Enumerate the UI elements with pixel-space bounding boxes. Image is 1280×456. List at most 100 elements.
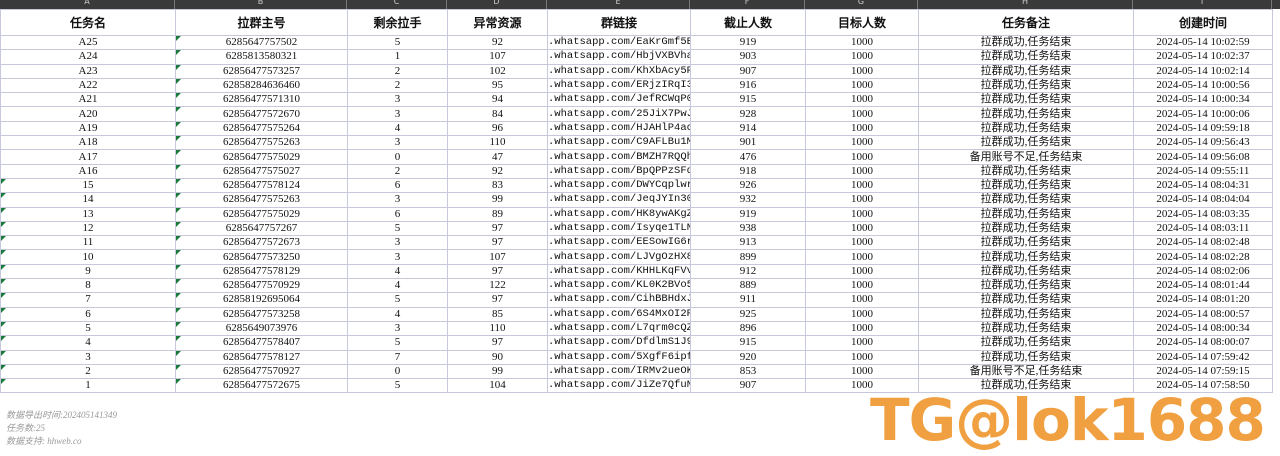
table-cell: 备用账号不足,任务结束	[918, 363, 1134, 380]
table-cell: 拉群成功,任务结束	[918, 192, 1134, 208]
table-cell: 899	[690, 249, 806, 265]
table-cell: A25	[0, 34, 176, 51]
table-cell: 84	[447, 106, 548, 122]
table-cell: 7	[0, 292, 176, 308]
table-cell: 911	[690, 292, 806, 308]
header-cell: 群链接	[547, 9, 691, 36]
table-cell: .whatsapp.com/C9AFLBu1M1I	[547, 135, 691, 151]
table-cell: 62856477571310	[175, 92, 348, 108]
table-cell: 拉群成功,任务结束	[918, 249, 1134, 265]
table-cell: 2024-05-14 07:59:15	[1133, 363, 1273, 380]
table-cell: 6285813580321	[175, 49, 348, 65]
table-cell: 2024-05-14 08:03:35	[1133, 206, 1273, 222]
table-cell: 62856477573257	[175, 63, 348, 79]
table-cell: 拉群成功,任务结束	[918, 335, 1134, 351]
table-cell: 4	[0, 335, 176, 351]
column-letter: H	[918, 0, 1133, 9]
table-cell: 6285649073976	[175, 320, 348, 337]
table-cell: 2	[0, 363, 176, 380]
table-cell: 62858284636460	[175, 77, 348, 94]
table-cell: 1000	[805, 263, 919, 280]
table-cell: 62856477578127	[175, 349, 348, 365]
table-cell: 1000	[805, 135, 919, 151]
table-row: 2 62856477570927 0 99 .whatsapp.com/IRMv2ueO…	[0, 363, 1273, 380]
table-cell: 901	[690, 135, 806, 151]
table-cell: 97	[447, 335, 548, 351]
table-cell: 896	[690, 320, 806, 337]
table-cell: 476	[690, 149, 806, 165]
table-cell: 1000	[805, 220, 919, 237]
table-cell: .whatsapp.com/KhXbAcy5PqI	[547, 63, 691, 79]
table-row: 5 6285649073976 3 110 .whatsapp.com/L7qrm0cQ…	[0, 320, 1273, 337]
table-cell: 拉群成功,任务结束	[918, 49, 1134, 65]
table-cell: 62856477575263	[175, 192, 348, 208]
table-cell: 2024-05-14 08:04:04	[1133, 192, 1273, 208]
table-cell: 拉群成功,任务结束	[918, 92, 1134, 108]
table-cell: 2024-05-14 07:58:50	[1133, 378, 1273, 394]
table-cell: 2024-05-14 10:00:34	[1133, 92, 1273, 108]
table-cell: 62856477575263	[175, 135, 348, 151]
table-row: 7 62858192695064 5 97 .whatsapp.com/CihBBHdx…	[0, 292, 1273, 308]
table-cell: .whatsapp.com/L7qrm0cQZZe	[547, 320, 691, 337]
table-cell: 2024-05-14 08:01:44	[1133, 278, 1273, 294]
table-cell: 拉群成功,任务结束	[918, 34, 1134, 51]
table-row: A16 62856477575027 2 92 .whatsapp.com/BpQPPz…	[0, 163, 1273, 179]
table-cell: 12	[0, 220, 176, 237]
table-row: 4 62856477578407 5 97 .whatsapp.com/DfdlmS1J…	[0, 335, 1273, 351]
column-letter: C	[347, 0, 447, 9]
table-cell: 2024-05-14 08:02:28	[1133, 249, 1273, 265]
table-cell: 918	[690, 163, 806, 179]
table-cell: 8	[0, 278, 176, 294]
table-cell: 903	[690, 49, 806, 65]
header-cell: 任务名	[0, 9, 176, 36]
table-cell: .whatsapp.com/EaKrGmf5EF9	[547, 34, 691, 51]
table-cell: 915	[690, 92, 806, 108]
table-cell: 0	[347, 363, 448, 380]
table-cell: A21	[0, 92, 176, 108]
table-cell: 97	[447, 220, 548, 237]
table-row: A17 62856477575029 0 47 .whatsapp.com/BMZH7R…	[0, 149, 1273, 165]
table-cell: A17	[0, 149, 176, 165]
table-cell: 97	[447, 235, 548, 251]
table-cell: 5	[347, 378, 448, 394]
table-cell: 拉群成功,任务结束	[918, 77, 1134, 94]
table-cell: 2024-05-14 07:59:42	[1133, 349, 1273, 365]
table-cell: A24	[0, 49, 176, 65]
table-cell: 62856477572675	[175, 378, 348, 394]
table-row: A18 62856477575263 3 110 .whatsapp.com/C9AFL…	[0, 135, 1273, 151]
table-cell: .whatsapp.com/BpQPPzSFdXU	[547, 163, 691, 179]
table-cell: 925	[690, 306, 806, 322]
table-cell: 3	[347, 235, 448, 251]
table-cell: 2024-05-14 08:04:31	[1133, 177, 1273, 194]
table-cell: 96	[447, 120, 548, 137]
table-cell: 62856477573258	[175, 306, 348, 322]
table-cell: 97	[447, 292, 548, 308]
header-cell: 创建时间	[1133, 9, 1273, 36]
table-cell: .whatsapp.com/25JiX7PwJlV	[547, 106, 691, 122]
header-cell: 任务备注	[918, 9, 1134, 36]
table-cell: 拉群成功,任务结束	[918, 135, 1134, 151]
table-cell: 2024-05-14 09:56:43	[1133, 135, 1273, 151]
table-cell: 110	[447, 135, 548, 151]
table-cell: A20	[0, 106, 176, 122]
table-cell: 1000	[805, 34, 919, 51]
table-cell: .whatsapp.com/HK8ywAKgZRe	[547, 206, 691, 222]
table-cell: 62856477578407	[175, 335, 348, 351]
table-cell: 3	[347, 249, 448, 265]
table-cell: 110	[447, 320, 548, 337]
table-cell: 9	[0, 263, 176, 280]
table-cell: 2024-05-14 09:55:11	[1133, 163, 1273, 179]
table-row: A21 62856477571310 3 94 .whatsapp.com/JefRCW…	[0, 92, 1273, 108]
table-cell: 1000	[805, 292, 919, 308]
table-cell: .whatsapp.com/EESowIG6rUS	[547, 235, 691, 251]
export-info: 数据导出时间:202405141349 任务数:25 数据支持: hhweb.co	[6, 409, 117, 448]
table-cell: 2	[347, 163, 448, 179]
table-row: 12 6285647757267 5 97 .whatsapp.com/Isyqe1TL…	[0, 220, 1273, 237]
table-cell: 6285647757502	[175, 34, 348, 51]
column-letter: F	[690, 0, 805, 9]
table-cell: 拉群成功,任务结束	[918, 235, 1134, 251]
table-cell: .whatsapp.com/JeqJYIn30dT	[547, 192, 691, 208]
table-cell: 1000	[805, 378, 919, 394]
table-cell: 拉群成功,任务结束	[918, 292, 1134, 308]
table-cell: 915	[690, 335, 806, 351]
